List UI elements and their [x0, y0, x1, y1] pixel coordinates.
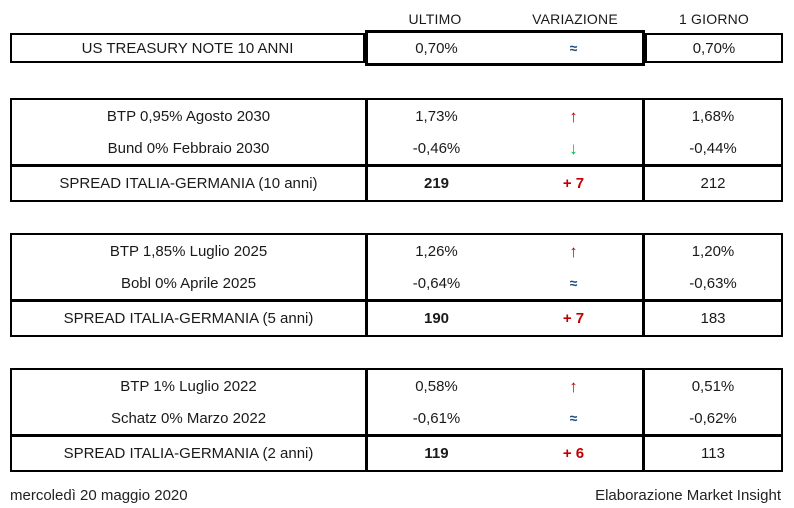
- bond-1-giorno-value: -0,62%: [689, 409, 737, 427]
- bond-ultimo-value: -0,64%: [412, 274, 461, 292]
- spread-section-5-anni: BTP 1,85% Luglio 2025 1,26% ↑ 1,20% Bobl…: [10, 233, 783, 337]
- down-arrow-icon: ↓: [569, 138, 578, 158]
- bond-ultimo-value: 0,58%: [415, 377, 458, 395]
- spread-label: SPREAD ITALIA-GERMANIA (2 anni): [12, 434, 365, 470]
- us-treasury-values: 0,70% ≈: [365, 30, 645, 66]
- column-header-ultimo: ULTIMO: [408, 11, 462, 27]
- spread-1-giorno-value: 212: [645, 164, 781, 200]
- report-credit: Elaborazione Market Insight: [595, 487, 781, 504]
- spread-values: 190 + 7: [365, 299, 645, 335]
- report-footer: mercoledì 20 maggio 2020 Elaborazione Ma…: [10, 487, 783, 504]
- flat-approx-icon: ≈: [569, 275, 578, 291]
- bond-label: BTP 0,95% Agosto 2030: [106, 107, 271, 125]
- spread-label: SPREAD ITALIA-GERMANIA (10 anni): [12, 164, 365, 200]
- bond-values: -0,46% ↓: [365, 132, 645, 164]
- flat-approx-icon: ≈: [569, 40, 578, 56]
- bond-label: BTP 1,85% Luglio 2025: [109, 242, 268, 260]
- bond-label: Bobl 0% Aprile 2025: [120, 274, 257, 292]
- bond-values: -0,64% ≈: [365, 267, 645, 299]
- bond-values: 0,58% ↑: [365, 370, 645, 402]
- bond-ultimo-value: 1,73%: [415, 107, 458, 125]
- spread-values: 219 + 7: [365, 164, 645, 200]
- spread-ultimo-value: 190: [423, 310, 450, 327]
- report-date: mercoledì 20 maggio 2020: [10, 487, 188, 504]
- bond-1-giorno-value: 0,51%: [691, 377, 735, 395]
- bond-values: 1,73% ↑: [365, 100, 645, 132]
- bond-ultimo-value: -0,61%: [412, 409, 461, 427]
- bond-ultimo-value: -0,46%: [412, 139, 461, 157]
- bond-values: -0,61% ≈: [365, 402, 645, 434]
- bond-values: 1,26% ↑: [365, 235, 645, 267]
- spread-change-value: + 6: [562, 445, 585, 462]
- up-arrow-icon: ↑: [569, 241, 578, 261]
- us-treasury-ultimo-value: 0,70%: [415, 39, 458, 57]
- up-arrow-icon: ↑: [569, 106, 578, 126]
- bond-ultimo-value: 1,26%: [415, 242, 458, 260]
- spread-1-giorno-value: 113: [645, 434, 781, 470]
- spread-change-value: + 7: [562, 175, 585, 192]
- bond-label: BTP 1% Luglio 2022: [120, 377, 257, 395]
- spread-1-giorno-value: 183: [645, 299, 781, 335]
- column-header-1-giorno: 1 GIORNO: [678, 11, 750, 27]
- bond-1-giorno-value: -0,63%: [689, 274, 737, 292]
- bond-label: Schatz 0% Marzo 2022: [110, 409, 267, 427]
- spread-change-value: + 7: [562, 310, 585, 327]
- us-treasury-row: US TREASURY NOTE 10 ANNI 0,70% ≈ 0,70%: [10, 30, 783, 66]
- header-mid-group: ULTIMO VARIAZIONE: [365, 11, 645, 27]
- us-treasury-1-giorno-value: 0,70%: [645, 33, 783, 63]
- bond-1-giorno-value: 1,68%: [691, 107, 735, 125]
- spread-section-10-anni: BTP 0,95% Agosto 2030 1,73% ↑ 1,68% Bund…: [10, 98, 783, 202]
- up-arrow-icon: ↑: [569, 376, 578, 396]
- flat-approx-icon: ≈: [569, 410, 578, 426]
- spread-values: 119 + 6: [365, 434, 645, 470]
- spread-section-2-anni: BTP 1% Luglio 2022 0,58% ↑ 0,51% Schatz …: [10, 368, 783, 472]
- bond-label: Bund 0% Febbraio 2030: [107, 139, 270, 157]
- spread-ultimo-value: 219: [423, 175, 450, 192]
- column-header-variazione: VARIAZIONE: [532, 11, 618, 27]
- bond-1-giorno-value: 1,20%: [691, 242, 735, 260]
- bond-1-giorno-value: -0,44%: [689, 139, 737, 157]
- column-header-row: ULTIMO VARIAZIONE 1 GIORNO: [10, 8, 783, 30]
- us-treasury-label: US TREASURY NOTE 10 ANNI: [10, 33, 365, 63]
- spread-label: SPREAD ITALIA-GERMANIA (5 anni): [12, 299, 365, 335]
- spread-ultimo-value: 119: [424, 445, 449, 462]
